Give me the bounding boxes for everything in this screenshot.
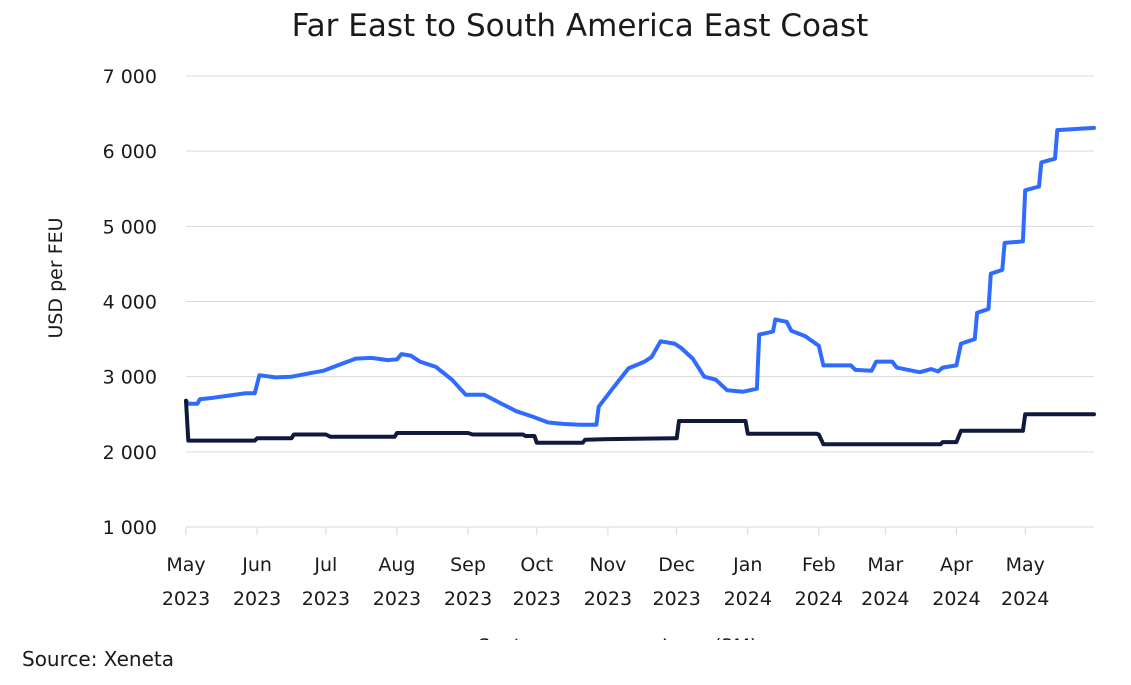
legend-label: Long (3M) <box>662 635 757 640</box>
y-tick-label: 5 000 <box>103 216 157 238</box>
x-tick-year: 2023 <box>373 588 421 610</box>
line-chart: Far East to South America East Coast 1 0… <box>45 8 1096 640</box>
x-tick-month: May <box>1006 554 1045 576</box>
x-tick-year: 2023 <box>584 588 632 610</box>
x-tick-year: 2023 <box>653 588 701 610</box>
y-tick-label: 7 000 <box>103 66 157 88</box>
gridlines <box>186 75 1094 528</box>
x-tick-year: 2024 <box>795 588 843 610</box>
series-line-long-3m <box>184 398 1096 447</box>
x-tick-month: Jan <box>732 554 762 576</box>
x-tick-year: 2024 <box>1001 588 1049 610</box>
chart-title: Far East to South America East Coast <box>292 8 869 44</box>
legend-label: Spot <box>478 635 521 640</box>
x-tick-year: 2024 <box>861 588 909 610</box>
x-tick-month: Nov <box>589 554 626 576</box>
x-tick-month: Dec <box>658 554 695 576</box>
x-tick-month: Sep <box>450 554 486 576</box>
x-tick-year: 2024 <box>932 588 980 610</box>
y-tick-label: 2 000 <box>103 442 157 464</box>
x-axis-ticks: May 2023 Jun 2023 Jul 2023 Aug 2023 Sep 2023 Oct 20… <box>162 527 1049 610</box>
x-tick-month: Oct <box>520 554 553 576</box>
x-tick-year: 2023 <box>233 588 281 610</box>
x-tick-year: 2023 <box>513 588 561 610</box>
x-tick-month: May <box>166 554 205 576</box>
source-note: Source: Xeneta <box>22 647 174 671</box>
x-tick-month: Apr <box>940 554 973 576</box>
y-tick-label: 1 000 <box>103 517 157 539</box>
x-tick-year: 2023 <box>162 588 210 610</box>
x-tick-month: Jun <box>241 554 272 576</box>
y-tick-label: 3 000 <box>103 367 157 389</box>
y-tick-label: 4 000 <box>103 292 157 314</box>
x-tick-month: Aug <box>378 554 415 576</box>
x-tick-year: 2023 <box>302 588 350 610</box>
x-tick-month: Mar <box>867 554 903 576</box>
y-axis-ticks: 1 000 2 000 3 000 4 000 5 000 6 000 7 000 <box>103 66 157 539</box>
x-tick-month: Feb <box>802 554 836 576</box>
y-axis-label: USD per FEU <box>45 217 67 338</box>
x-tick-year: 2023 <box>444 588 492 610</box>
x-tick-month: Jul <box>313 554 337 576</box>
y-tick-label: 6 000 <box>103 141 157 163</box>
series-lines <box>184 125 1096 447</box>
x-tick-year: 2024 <box>724 588 772 610</box>
legend: Spot Long (3M) <box>478 635 757 640</box>
series-line-spot <box>184 125 1096 427</box>
